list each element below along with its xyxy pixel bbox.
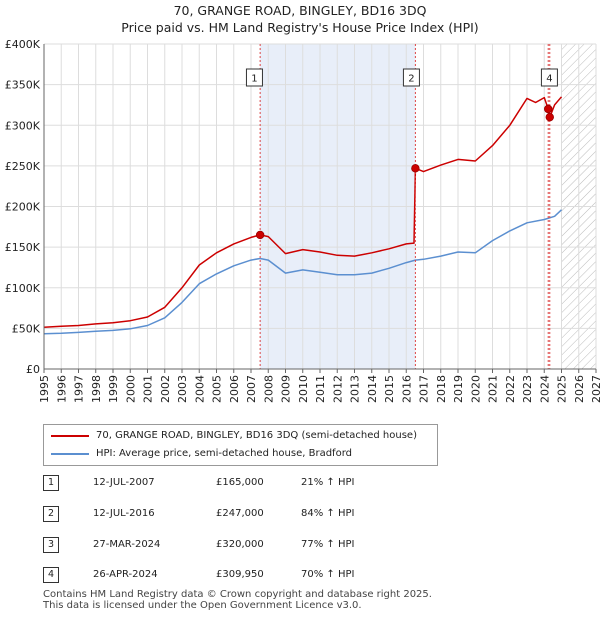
x-tick-label: 2000 — [124, 375, 137, 403]
sale-point — [544, 104, 553, 114]
x-tick-label: 2001 — [142, 375, 155, 403]
property-price-line — [43, 96, 563, 328]
transaction-hpi: 84% ↑ HPI — [301, 508, 355, 519]
sale-box-marker — [402, 68, 420, 87]
x-tick-label: 2017 — [418, 375, 431, 403]
x-tick-label: 2027 — [590, 375, 600, 403]
y-tick-label: £400K — [5, 38, 41, 51]
x-tick-label: 1995 — [38, 375, 51, 403]
sale-box-label: 1 — [251, 74, 257, 85]
x-tick-label: 1999 — [107, 375, 120, 403]
x-tick-label: 2004 — [193, 375, 206, 403]
legend-swatch-property — [51, 435, 89, 437]
transaction-date: 26-APR-2024 — [93, 569, 158, 580]
transaction-hpi: 77% ↑ HPI — [301, 539, 355, 550]
x-tick-label: 2025 — [556, 375, 569, 403]
transaction-price: £320,000 — [216, 539, 264, 550]
x-tick-label: 2026 — [573, 375, 586, 403]
legend: 70, GRANGE ROAD, BINGLEY, BD16 3DQ (semi… — [43, 424, 438, 466]
x-tick-label: 2018 — [435, 375, 448, 403]
transaction-price: £247,000 — [216, 508, 264, 519]
x-tick-label: 2019 — [452, 375, 465, 403]
x-tick-label: 2008 — [262, 375, 275, 403]
y-tick-label: £100K — [5, 282, 41, 295]
footer: Contains HM Land Registry data © Crown c… — [43, 589, 432, 611]
legend-swatch-hpi — [51, 453, 89, 455]
transaction-hpi: 70% ↑ HPI — [301, 569, 355, 580]
y-tick-label: £350K — [5, 79, 41, 92]
x-tick-label: 2021 — [487, 375, 500, 403]
x-tick-label: 2012 — [331, 375, 344, 403]
sale-point — [255, 230, 265, 240]
x-tick-label: 2010 — [297, 375, 310, 403]
x-tick-label: 1998 — [90, 375, 103, 403]
x-tick-label: 2022 — [504, 375, 517, 403]
x-tick-label: 2007 — [245, 375, 258, 403]
x-tick-label: 2006 — [228, 375, 241, 403]
x-tick-label: 2011 — [314, 375, 327, 403]
x-tick-label: 1997 — [73, 375, 86, 403]
transaction-price: £165,000 — [216, 477, 264, 488]
sale-point — [411, 164, 420, 173]
transaction-price: £309,950 — [216, 569, 264, 580]
x-tick-label: 2002 — [159, 375, 172, 403]
y-tick-label: £50K — [12, 322, 41, 335]
chart-title: 70, GRANGE ROAD, BINGLEY, BD16 3DQ Price… — [0, 2, 600, 36]
legend-label-hpi: HPI: Average price, semi-detached house,… — [96, 448, 352, 459]
x-tick-label: 2020 — [469, 375, 482, 403]
transaction-number: 4 — [43, 567, 59, 583]
y-tick-label: £300K — [5, 119, 41, 132]
sale-box-marker — [245, 68, 263, 87]
transaction-date: 12-JUL-2016 — [93, 508, 155, 519]
transaction-number: 2 — [43, 506, 59, 522]
chart-subtitle: Price paid vs. HM Land Registry's House … — [121, 20, 479, 35]
x-tick-label: 2015 — [383, 375, 396, 403]
chart-title-line: 70, GRANGE ROAD, BINGLEY, BD16 3DQ — [173, 3, 427, 18]
transaction-date: 27-MAR-2024 — [93, 539, 161, 550]
sale-point — [545, 112, 554, 122]
transaction-number: 1 — [43, 475, 59, 491]
x-tick-label: 2023 — [521, 375, 534, 403]
legend-label-property: 70, GRANGE ROAD, BINGLEY, BD16 3DQ (semi… — [96, 430, 417, 441]
sale-box-label: 2 — [408, 74, 414, 85]
x-tick-label: 1996 — [55, 375, 68, 403]
sale-box-label: 4 — [546, 74, 552, 85]
price-chart: 1 2 4 £0 £50K £100K £150K £200K £250K £300K £350K… — [5, 38, 600, 403]
x-tick-label: 2024 — [538, 375, 551, 403]
x-tick-label: 2013 — [349, 375, 362, 403]
footer-licence: This data is licensed under the Open Gov… — [43, 600, 362, 611]
y-tick-label: £250K — [5, 160, 41, 173]
hpi-line — [43, 209, 563, 335]
footer-copyright: Contains HM Land Registry data © Crown c… — [43, 589, 432, 600]
y-tick-label: £150K — [5, 241, 41, 254]
x-tick-label: 2009 — [280, 375, 293, 403]
x-tick-label: 2003 — [176, 375, 189, 403]
transaction-hpi: 21% ↑ HPI — [301, 477, 355, 488]
y-tick-label: £200K — [5, 201, 41, 214]
x-tick-label: 2016 — [400, 375, 413, 403]
transaction-date: 12-JUL-2007 — [93, 477, 155, 488]
y-tick-label: £0 — [26, 363, 40, 376]
sale-box-marker — [540, 68, 558, 87]
x-tick-label: 2014 — [366, 375, 379, 403]
transaction-number: 3 — [43, 537, 59, 553]
x-tick-label: 2005 — [211, 375, 224, 403]
